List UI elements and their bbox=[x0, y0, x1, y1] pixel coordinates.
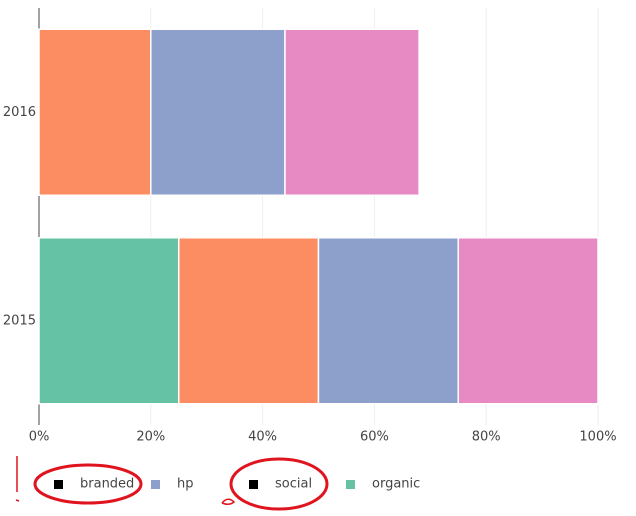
bar-segment bbox=[178, 237, 320, 405]
annotation-circle bbox=[229, 457, 329, 511]
y-tick-label: 2015 bbox=[3, 313, 36, 328]
bar-segment bbox=[150, 28, 286, 196]
legend-label: branded bbox=[80, 477, 134, 492]
annotation-circle bbox=[33, 463, 143, 505]
x-tick-label: 60% bbox=[360, 430, 389, 445]
bar-segment bbox=[38, 237, 180, 405]
legend-label: hp bbox=[177, 477, 194, 492]
bars bbox=[38, 28, 599, 405]
annotation-scribble bbox=[15, 456, 20, 502]
x-tick-label: 20% bbox=[136, 430, 165, 445]
legend: branded hp social organic bbox=[54, 477, 420, 492]
bar-segment bbox=[457, 237, 599, 405]
labels: 0% 20% 40% 60% 80% 100% 2016 2015 bbox=[3, 105, 617, 445]
annotations bbox=[15, 456, 329, 511]
legend-swatch bbox=[249, 480, 258, 489]
annotation-scribble bbox=[221, 498, 236, 506]
y-tick-label: 2016 bbox=[3, 105, 36, 120]
bar-segment bbox=[38, 28, 152, 196]
x-tick-label: 40% bbox=[248, 430, 277, 445]
x-tick-label: 80% bbox=[472, 430, 501, 445]
legend-label: organic bbox=[372, 477, 420, 492]
bar-segment bbox=[284, 28, 420, 196]
legend-swatch bbox=[151, 480, 160, 489]
x-tick-label: 0% bbox=[29, 430, 50, 445]
x-tick-label: 100% bbox=[579, 430, 616, 445]
legend-swatch bbox=[346, 480, 355, 489]
legend-swatch bbox=[54, 480, 63, 489]
bar-segment bbox=[317, 237, 459, 405]
legend-label: social bbox=[275, 477, 312, 492]
